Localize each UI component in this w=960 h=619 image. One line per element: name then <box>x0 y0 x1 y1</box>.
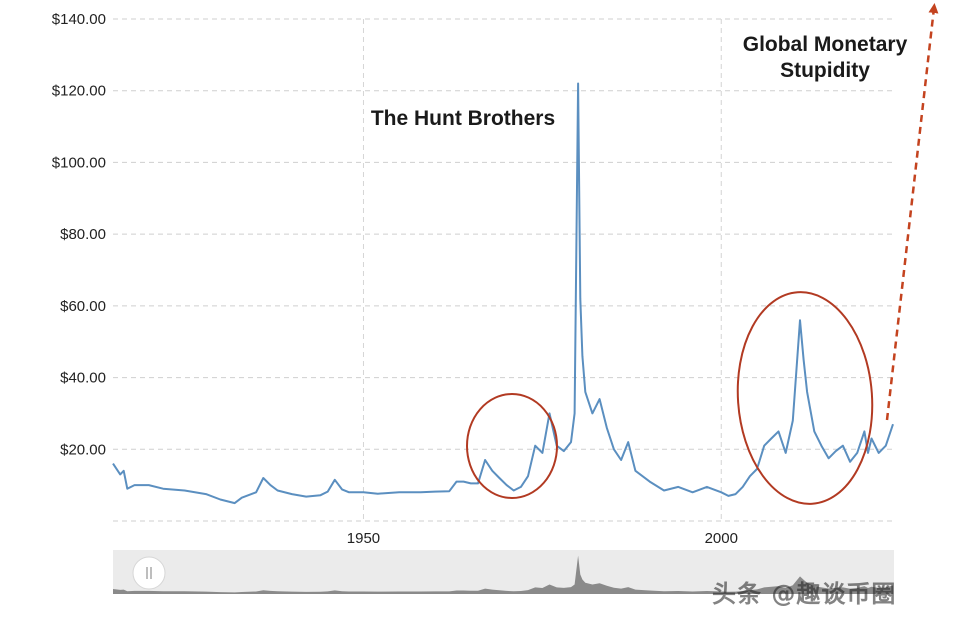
x-axis-tick-labels: 1950 2000 <box>347 530 738 547</box>
y-axis-tick-labels: $20.00 $40.00 $60.00 $80.00 $100.00 $120.00 $1… <box>52 11 106 458</box>
global-monetary-annotation-line1: Global Monetary <box>743 33 908 56</box>
y-tick-label: $60.00 <box>60 298 106 315</box>
y-tick-label: $80.00 <box>60 226 106 243</box>
y-tick-label: $40.00 <box>60 370 106 387</box>
navigator[interactable] <box>113 550 894 594</box>
navigator-handle[interactable] <box>132 556 166 590</box>
watermark: 头条 @趣谈币圈 <box>712 580 897 608</box>
global-monetary-annotation-line2: Stupidity <box>780 59 870 82</box>
y-tick-label: $120.00 <box>52 83 106 100</box>
hunt-brothers-annotation: The Hunt Brothers <box>371 107 555 130</box>
projection-arrow <box>885 3 939 421</box>
global-monetary-highlight-ellipse <box>736 291 874 505</box>
x-tick-label: 1950 <box>347 530 380 547</box>
navigator-track[interactable] <box>113 550 894 594</box>
silver-price-line <box>112 82 894 505</box>
pause-grip-icon <box>146 567 152 579</box>
y-tick-label: $100.00 <box>52 154 106 171</box>
grid <box>113 18 893 522</box>
y-tick-label: $20.00 <box>60 441 106 458</box>
hunt-brothers-highlight-ellipse <box>466 393 558 499</box>
navigator-series-area <box>113 555 893 594</box>
y-tick-label: $140.00 <box>52 11 106 28</box>
x-tick-label: 2000 <box>705 530 738 547</box>
